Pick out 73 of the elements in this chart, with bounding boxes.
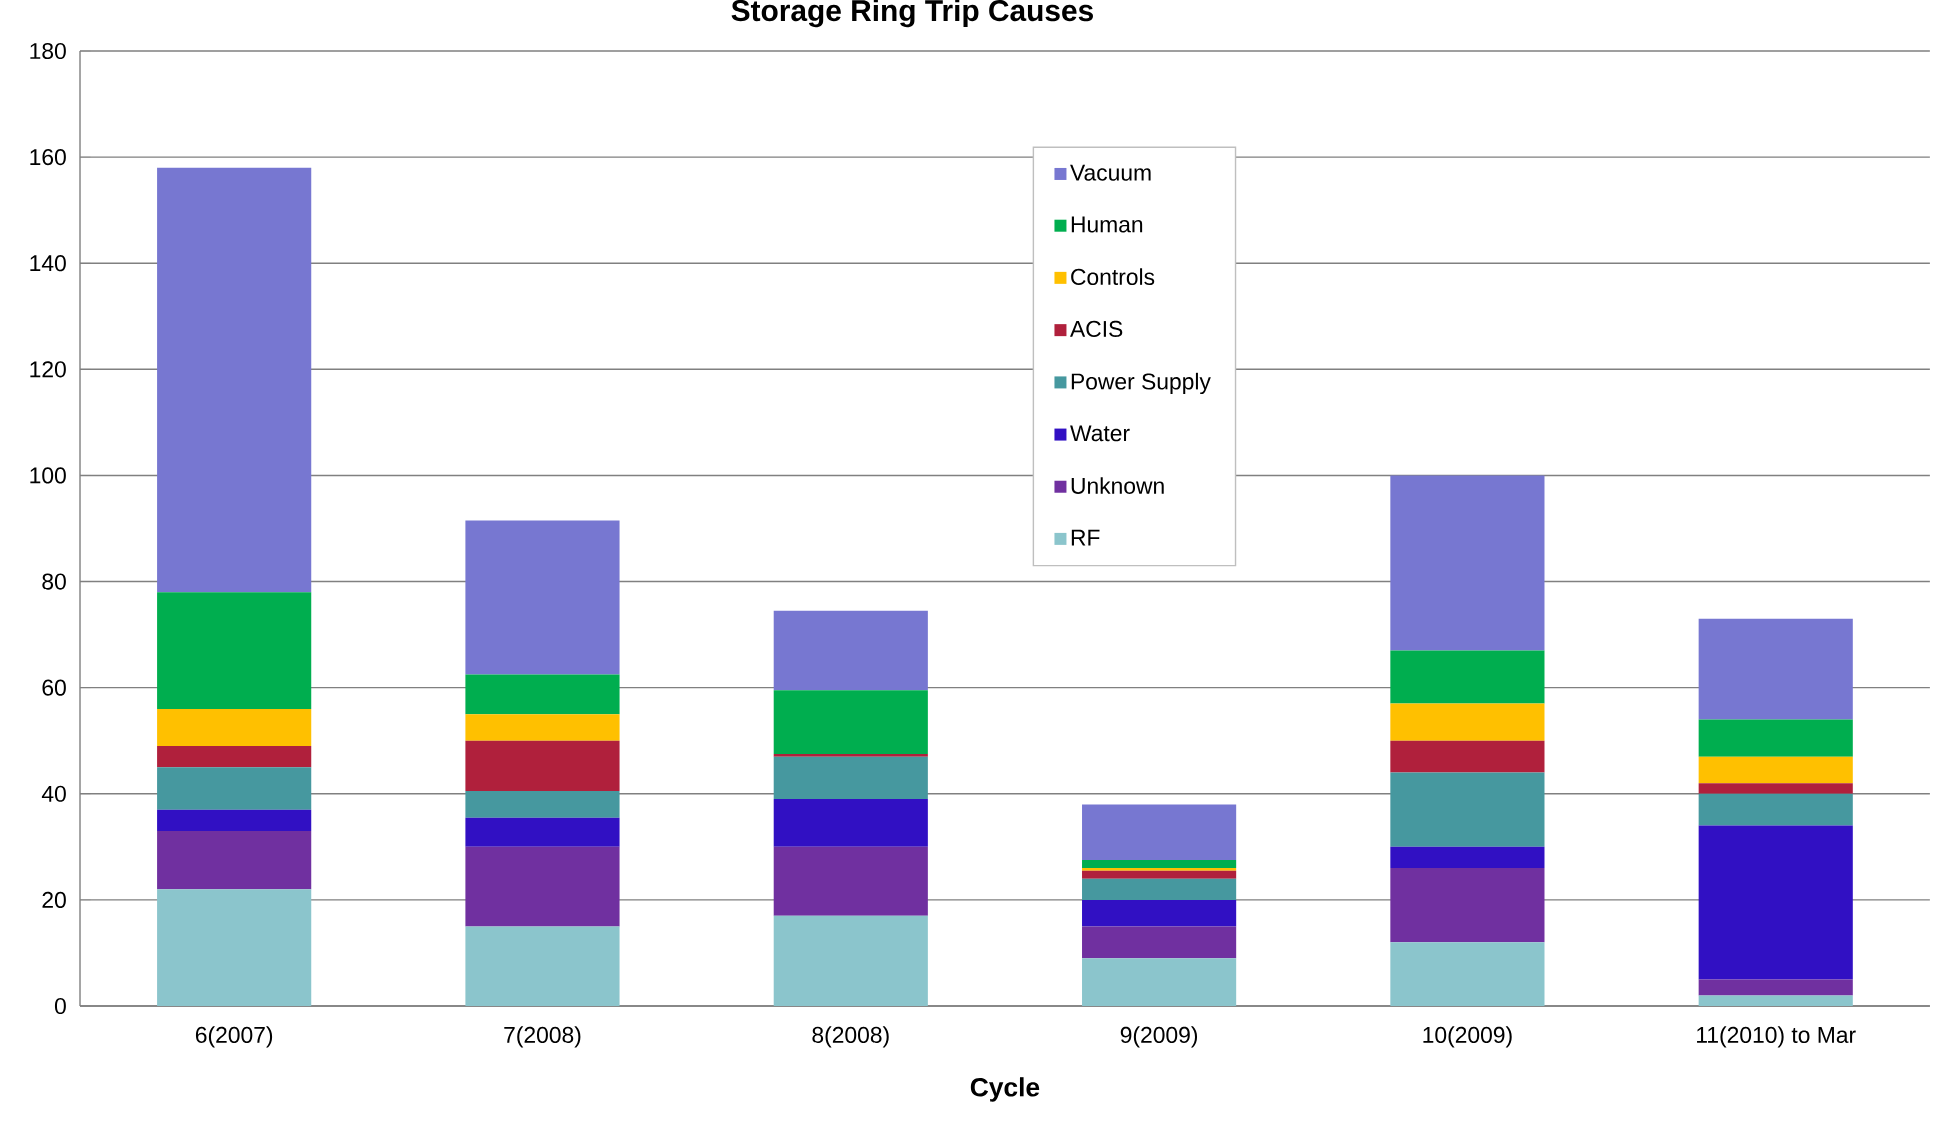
bar [157, 809, 312, 831]
bar [773, 753, 928, 757]
legend-label: Unknown [1071, 477, 1164, 494]
bar [157, 767, 312, 810]
bar [465, 740, 620, 792]
bar [1082, 899, 1237, 927]
bar [1698, 783, 1853, 794]
chart-title: Storage Ring Trip Causes [731, 0, 1093, 28]
legend-label: RF [1071, 529, 1100, 546]
x-tick-label: 6(2007) [195, 1026, 273, 1048]
bar [465, 520, 620, 675]
bar [465, 817, 620, 847]
bar [1698, 979, 1853, 996]
bar [1390, 942, 1545, 1006]
bar [1698, 719, 1853, 757]
bar [1390, 868, 1545, 943]
y-tick-label: 160 [30, 149, 66, 166]
legend-label: ACIS [1070, 320, 1123, 338]
legend-label: Power Supply [1071, 372, 1211, 395]
bar [1390, 475, 1545, 651]
y-tick-label: 40 [41, 785, 66, 802]
bar [1698, 793, 1853, 826]
bar [773, 799, 928, 847]
bar [157, 746, 312, 768]
bar [773, 915, 928, 1006]
bar [157, 708, 312, 747]
bar [465, 714, 620, 741]
bar [157, 830, 312, 890]
bar [1082, 878, 1237, 900]
x-tick-label: 9(2009) [1120, 1026, 1198, 1048]
bar [465, 846, 620, 927]
bar [1082, 958, 1237, 1006]
x-axis-title: Cycle [970, 1077, 1040, 1102]
bar [1390, 772, 1545, 847]
legend-label: Controls [1071, 268, 1155, 286]
x-tick-label: 8(2008) [812, 1026, 889, 1048]
legend-label: Human [1071, 216, 1143, 233]
bar [1082, 868, 1237, 871]
bar [465, 791, 620, 818]
bar [1390, 650, 1545, 704]
x-tick-label: 10(2009) [1423, 1026, 1512, 1048]
legend-label: Vacuum [1070, 164, 1151, 181]
bar [1082, 870, 1237, 879]
y-tick-label: 100 [30, 467, 66, 484]
y-tick-label: 180 [30, 42, 66, 60]
x-tick-label: 7(2008) [504, 1026, 581, 1048]
bar [157, 592, 312, 709]
bar [1698, 995, 1853, 1006]
y-tick-label: 0 [54, 997, 66, 1015]
bar [773, 756, 928, 800]
bar [1698, 825, 1853, 980]
legend-label: Water [1070, 425, 1130, 442]
bar [1390, 740, 1545, 773]
bar [773, 846, 928, 916]
x-tick-label: 11(2010) to Mar [1697, 1026, 1856, 1048]
bar [1390, 703, 1545, 741]
bar [465, 926, 620, 1006]
y-tick-label: 140 [30, 255, 66, 272]
bar [773, 610, 928, 691]
bar [1082, 926, 1237, 959]
bar [1082, 804, 1237, 861]
bar [465, 674, 620, 715]
bar [773, 690, 928, 754]
bar [1082, 860, 1237, 869]
bar [157, 167, 312, 593]
bar [1698, 756, 1853, 784]
y-tick-label: 80 [42, 573, 66, 590]
bar [1390, 846, 1545, 869]
bar [1698, 618, 1853, 720]
y-tick-label: 120 [30, 361, 66, 378]
y-tick-label: 20 [42, 891, 66, 908]
bar [157, 889, 312, 1006]
y-tick-label: 60 [42, 679, 66, 696]
